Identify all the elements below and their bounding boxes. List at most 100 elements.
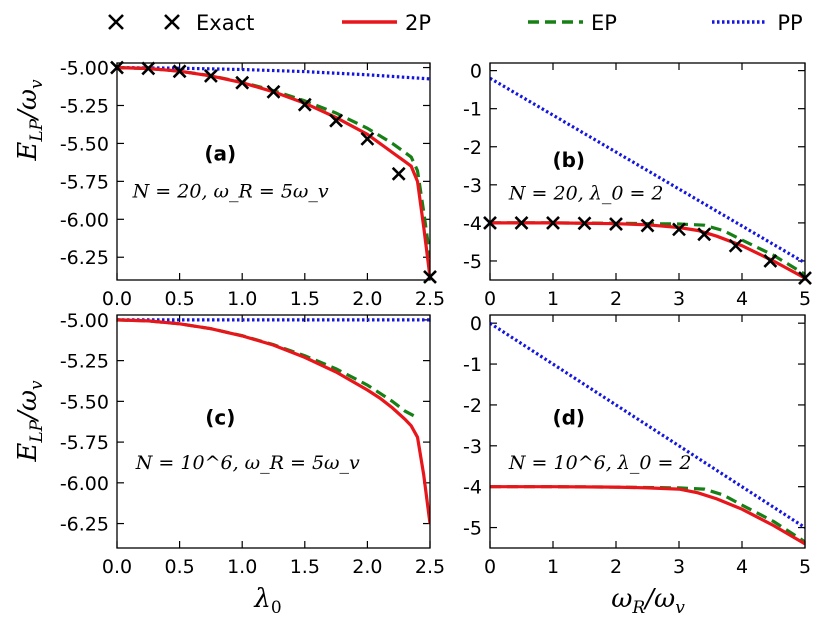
exact-point [609,217,623,231]
series-ep [490,485,805,544]
ytick-label: -5.25 [60,95,109,117]
ytick-label: -5.75 [60,432,109,454]
ytick-label: -4 [463,477,482,499]
series-group [117,318,430,524]
ylabel-top-sub2: v [27,79,47,89]
ylabel-bottom-sub2: v [27,380,47,390]
panel-c: 0.0 0.5 1.0 1.5 2.0 2.5 -5.00 -5.25 -5.50 -5.75 -6… [60,310,445,578]
exact-point [728,238,743,253]
xtick-label: 1 [547,556,559,578]
exact-point [640,218,655,233]
panel-d: 0 1 2 3 4 5 0 -1 -2 -3 -4 -5 (d) N = 10^6, λ_0 = 2 [463,313,811,578]
axes-frame [116,314,431,549]
exact-point [329,113,344,128]
xtick-label: 3 [673,556,685,578]
legend-label: Exact [196,11,254,35]
ylabel-top-main: E [13,142,43,162]
exact-point [235,75,250,90]
ylabel-bottom: ELP/ωv [13,380,47,463]
exact-point [514,215,529,230]
xtick-label: 0.5 [164,288,194,310]
ylabel-top: ELP/ωv [13,79,47,162]
panel-annotation: N = 20, λ_0 = 2 [508,183,664,205]
exact-point [697,227,712,242]
legend-label: PP [777,11,802,35]
axis-titles: ELP/ωv ELP/ωv λ0 ωR/ωv [13,79,685,618]
ytick-label: -3 [463,436,482,458]
ytick-label: -4 [463,213,482,235]
legend-label: EP [591,11,617,35]
panel-b: 0 1 2 3 4 5 0 -1 -2 -3 -4 -5 (b) N = 20, λ_0 = 2 [463,61,812,310]
ytick-label: -5.75 [60,171,109,193]
xtick-label: 4 [736,288,748,310]
ytick-label: -1 [463,99,482,121]
exact-point [141,61,156,76]
ytick-label: -6.00 [60,209,109,231]
xtick-label: 5 [799,288,811,310]
series-ep [117,66,430,258]
panels: 0.0 0.5 1.0 1.5 2.0 2.5 -5.00 -5.25 -5.50 -5.75 -6… [60,58,812,578]
xtick-label: 3 [673,288,685,310]
xtick-label: 2.5 [415,556,445,578]
xtick-label: 1.0 [227,556,257,578]
xtick-label: 1.0 [227,288,257,310]
ytick-label: -5 [463,251,482,273]
ytick-label: -5.25 [60,351,109,373]
xtick-label: 1.5 [290,556,320,578]
xtick-label: 2 [610,556,622,578]
panel-annotation: N = 10^6, λ_0 = 2 [508,452,692,474]
xtick-label: 0.5 [164,556,194,578]
panel-label: (c) [205,406,235,430]
exact-point [297,97,312,112]
panel-label: (a) [204,142,236,166]
xtick-label: 2.0 [352,288,382,310]
legend-entry-pp: PP [712,11,803,35]
legend-entry-exact: Exact [108,11,254,35]
ylabel-top-rest: /ω [13,89,43,122]
axes-frame [489,62,806,281]
legend-entry-ep: EP [528,11,617,35]
exact-point [577,216,592,231]
series-pp [490,76,805,265]
ytick-label: 0 [470,61,482,83]
xtick-label: 2.5 [415,288,445,310]
xtick-label: 0 [484,556,496,578]
axes-frame [116,62,431,281]
series-2p [117,66,430,278]
ytick-label: -3 [463,175,482,197]
panel-label: (d) [552,406,585,430]
xtick-label: 1 [547,288,559,310]
exact-point [546,215,560,230]
ylabel-bottom-main: E [13,443,43,463]
xlabel-right: ωR/ωv [611,584,685,618]
legend-label: 2P [405,11,431,35]
series-group [490,76,805,280]
exact-point [763,254,778,268]
exact-point [266,84,281,99]
ytick-label: -5.50 [60,391,109,413]
xtick-label: 4 [736,556,748,578]
ytick-label: -5.00 [60,58,109,80]
panel-label: (b) [552,148,585,172]
legend-marker-cross [108,14,124,30]
legend: Exact 2P EP PP [108,11,803,35]
legend-entry-2p: 2P [342,11,431,35]
ytick-label: -2 [463,395,482,417]
panel-a: 0.0 0.5 1.0 1.5 2.0 2.5 -5.00 -5.25 -5.50 -5.75 -6… [60,58,445,310]
series-ep [117,318,419,420]
xtick-label: 5 [799,556,811,578]
series-pp [490,321,805,529]
ylabel-top-sub: LP [27,118,47,142]
axes-frame [489,314,806,549]
ytick-label: -5.50 [60,133,109,155]
exact-point [172,64,187,79]
ylabel-bottom-sub: LP [27,419,47,443]
series-group [490,321,805,546]
ytick-label: -5 [463,518,482,540]
ytick-label: -2 [463,137,482,159]
series-group [117,66,430,278]
xtick-label: 0.0 [102,556,132,578]
exact-point [391,166,406,181]
ylabel-bottom-rest: /ω [13,390,43,423]
